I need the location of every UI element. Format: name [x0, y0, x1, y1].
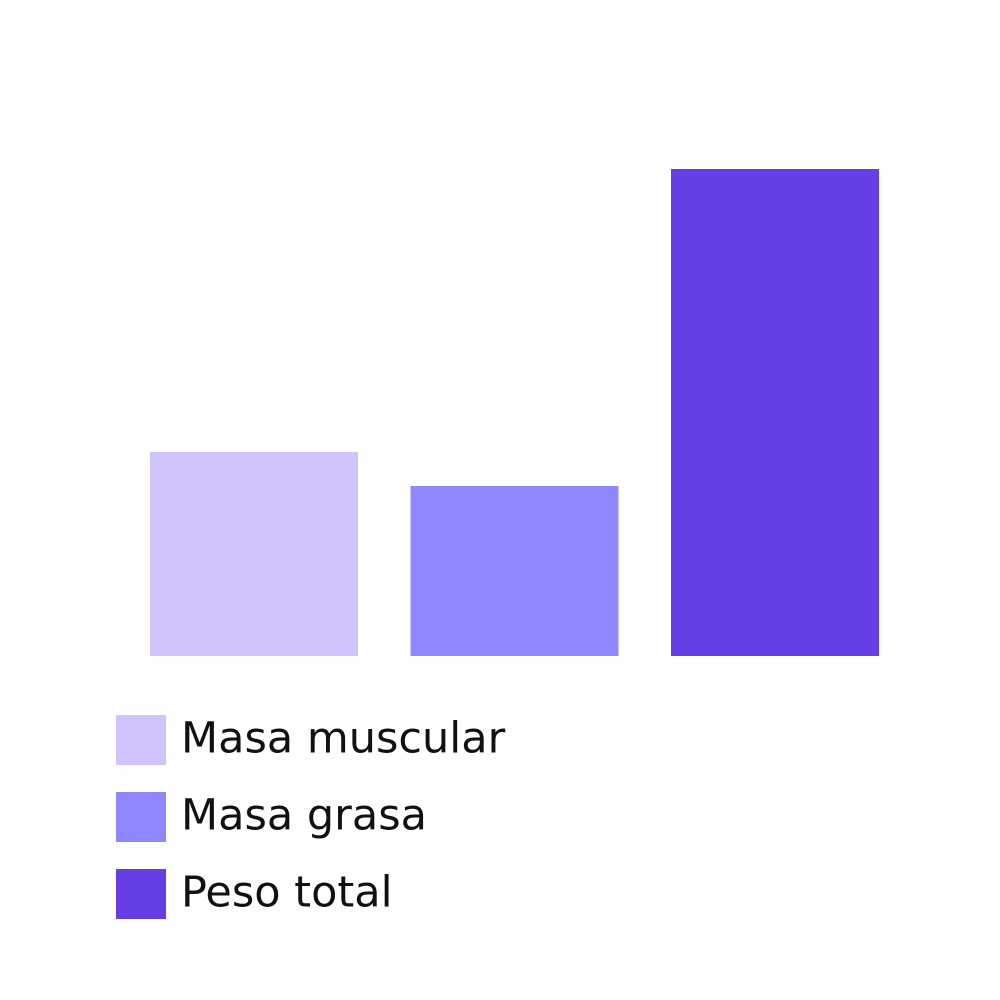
- legend-label: Masa grasa: [181, 791, 427, 841]
- legend-swatch: [116, 869, 166, 919]
- legend-label: Peso total: [181, 868, 393, 918]
- bar: [150, 452, 358, 656]
- legend-swatch: [116, 715, 166, 765]
- bar: [671, 169, 879, 656]
- legend-swatch: [116, 792, 166, 842]
- legend-label: Masa muscular: [181, 714, 506, 764]
- bar: [410, 486, 619, 656]
